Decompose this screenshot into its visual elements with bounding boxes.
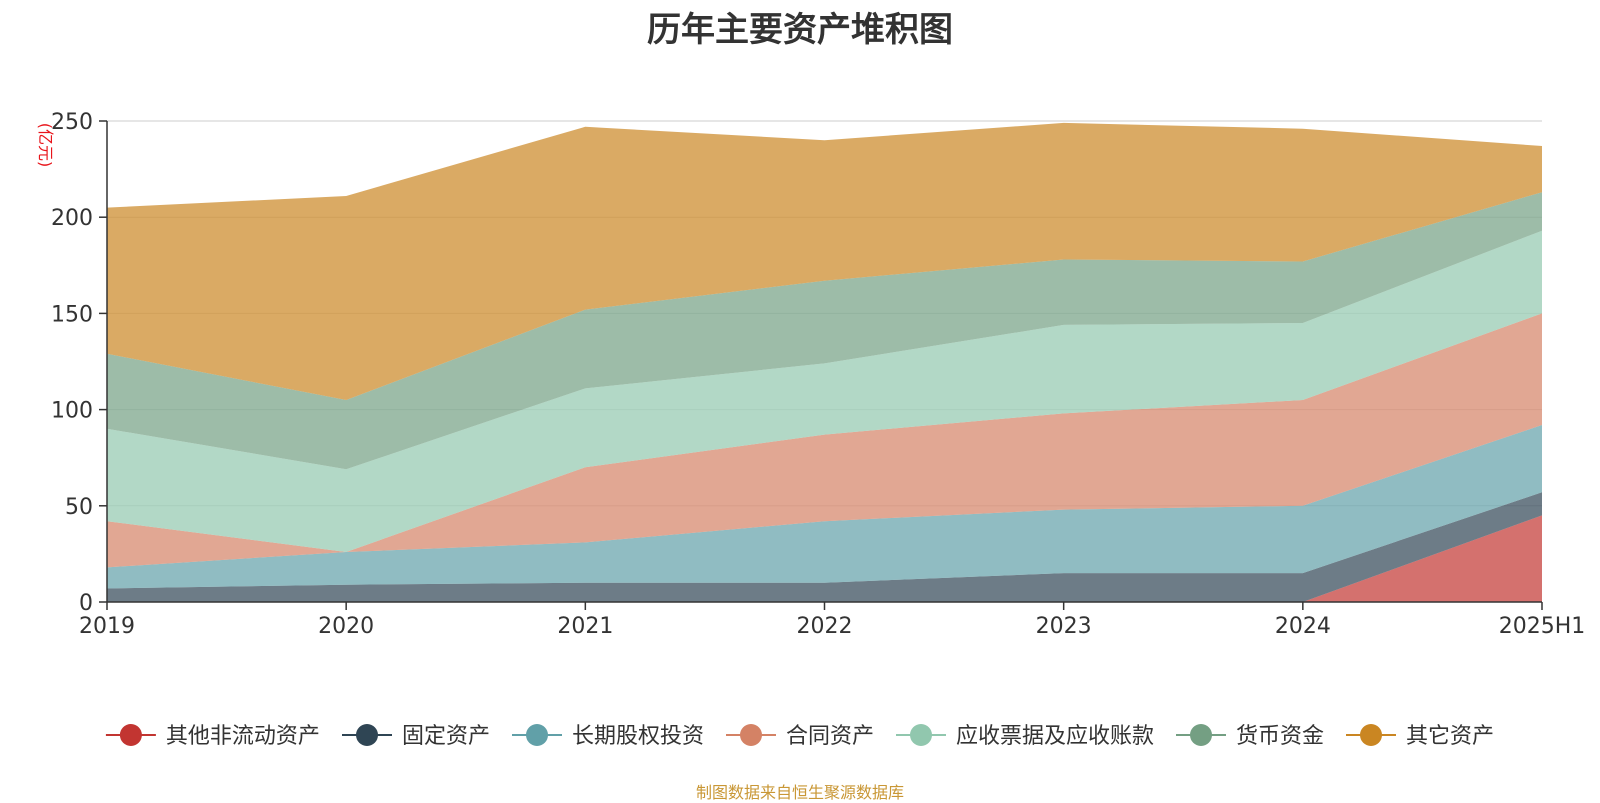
legend-item-3[interactable]: 长期股权投资 xyxy=(512,724,704,749)
area-series-7 xyxy=(107,122,1542,401)
x-tick-label: 2019 xyxy=(79,614,135,639)
legend-label: 长期股权投资 xyxy=(572,724,704,749)
area-series-1 xyxy=(107,515,1542,602)
x-tick-label: 2025H1 xyxy=(1499,614,1586,639)
legend-marker-icon xyxy=(1360,724,1382,746)
y-tick-label: 100 xyxy=(51,399,93,424)
legend-marker-icon xyxy=(526,724,548,746)
y-tick-label: 0 xyxy=(79,591,93,616)
area-series-5 xyxy=(107,230,1542,552)
legend-label: 应收票据及应收账款 xyxy=(956,724,1154,749)
y-tick-label: 250 xyxy=(51,110,93,135)
x-tick-label: 2021 xyxy=(557,614,613,639)
y-axis-unit-label: (亿元) xyxy=(36,123,55,168)
area-series-layer xyxy=(107,122,1542,602)
legend: 其他非流动资产 固定资产 长期股权投资 合同资产 应收票据及应收账款 货币资金 其它资产 xyxy=(105,724,1494,749)
axes: 0 50 100 150 200 250 2019 2020 2021 2022 2023 2024 2… xyxy=(51,110,1585,639)
y-tick-label: 50 xyxy=(65,495,93,520)
area-series-3 xyxy=(107,425,1542,589)
area-series-4 xyxy=(107,313,1542,568)
legend-marker-icon xyxy=(740,724,762,746)
legend-marker-icon xyxy=(1190,724,1212,746)
legend-label: 其他非流动资产 xyxy=(166,724,320,749)
area-series-2 xyxy=(107,492,1542,602)
y-tick-label: 150 xyxy=(51,302,93,327)
legend-marker-icon xyxy=(910,724,932,746)
x-tick-label: 2022 xyxy=(797,614,853,639)
legend-label: 合同资产 xyxy=(786,724,874,749)
legend-item-1[interactable]: 其他非流动资产 xyxy=(105,724,320,749)
x-tick-label: 2024 xyxy=(1275,614,1331,639)
legend-label: 其它资产 xyxy=(1406,724,1494,749)
chart-title: 历年主要资产堆积图 xyxy=(647,10,953,50)
legend-item-6[interactable]: 货币资金 xyxy=(1176,724,1324,749)
legend-item-2[interactable]: 固定资产 xyxy=(342,724,490,749)
legend-item-5[interactable]: 应收票据及应收账款 xyxy=(896,724,1154,749)
legend-marker-icon xyxy=(356,724,378,746)
x-tick-label: 2020 xyxy=(318,614,374,639)
x-tick-label: 2023 xyxy=(1036,614,1092,639)
legend-item-7[interactable]: 其它资产 xyxy=(1346,724,1494,749)
legend-item-4[interactable]: 合同资产 xyxy=(726,724,874,749)
source-note: 制图数据来自恒生聚源数据库 xyxy=(695,783,904,802)
legend-label: 货币资金 xyxy=(1236,724,1324,749)
y-tick-label: 200 xyxy=(51,206,93,231)
area-series-6 xyxy=(107,192,1542,470)
legend-marker-icon xyxy=(119,724,142,746)
legend-label: 固定资产 xyxy=(402,724,490,749)
